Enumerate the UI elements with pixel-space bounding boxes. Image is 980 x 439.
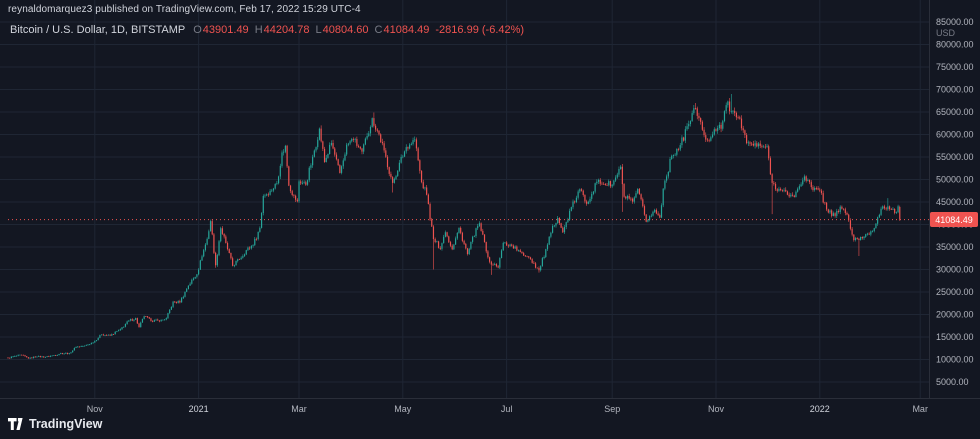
ohlc-low: L40804.60 (315, 24, 369, 36)
price-scale-unit: USD (936, 28, 956, 38)
time-tick-label: Mar (912, 404, 928, 414)
grid-lines (0, 0, 929, 398)
time-tick-label: Nov (87, 404, 104, 414)
time-tick-label: May (394, 404, 412, 414)
footer-bar: TradingView (8, 417, 102, 431)
last-price-badge: 41084.49 (930, 212, 978, 228)
price-tick-label: 45000.00 (936, 197, 974, 207)
price-tick-label: 30000.00 (936, 265, 974, 275)
price-scale[interactable]: 85000.00 80000.00 75000.00 70000.00 65000.00… (936, 17, 974, 387)
price-tick-label: 70000.00 (936, 85, 974, 95)
price-tick-label: 80000.00 (936, 40, 974, 50)
tradingview-logo-icon[interactable] (8, 417, 23, 431)
price-tick-label: 20000.00 (936, 310, 974, 320)
price-tick-label: 60000.00 (936, 130, 974, 140)
time-tick-label: Mar (291, 404, 307, 414)
time-scale[interactable]: Nov 2021 Mar May Jul Sep Nov 2022 Mar (87, 404, 928, 414)
price-tick-label: 10000.00 (936, 355, 974, 365)
symbol-description[interactable]: Bitcoin / U.S. Dollar, 1D, BITSTAMP (10, 24, 186, 36)
ohlc-high: H44204.78 (254, 24, 310, 36)
time-tick-label: 2022 (810, 404, 830, 414)
price-tick-label: 50000.00 (936, 175, 974, 185)
chart-legend: Bitcoin / U.S. Dollar, 1D, BITSTAMP O439… (10, 24, 524, 36)
price-tick-label: 85000.00 (936, 17, 974, 27)
published-text: reynaldomarquez3 published on TradingVie… (8, 4, 361, 15)
price-tick-label: 65000.00 (936, 107, 974, 117)
price-tick-label: 35000.00 (936, 242, 974, 252)
time-tick-label: Jul (501, 404, 513, 414)
tradingview-brand[interactable]: TradingView (29, 417, 103, 431)
time-tick-label: 2021 (189, 404, 209, 414)
change-value: -2816.99 (-6.42%) (435, 24, 525, 36)
published-bar: reynaldomarquez3 published on TradingVie… (8, 4, 361, 15)
price-tick-label: 75000.00 (936, 62, 974, 72)
price-tick-label: 15000.00 (936, 332, 974, 342)
time-tick-label: Nov (708, 404, 725, 414)
last-price-label: 41084.49 (935, 214, 973, 225)
ohlc-open: O43901.49 (193, 24, 249, 36)
price-tick-label: 55000.00 (936, 152, 974, 162)
price-tick-label: 25000.00 (936, 287, 974, 297)
ohlc-close: C41084.49 (374, 24, 430, 36)
price-tick-label: 5000.00 (936, 377, 969, 387)
time-tick-label: Sep (604, 404, 620, 414)
